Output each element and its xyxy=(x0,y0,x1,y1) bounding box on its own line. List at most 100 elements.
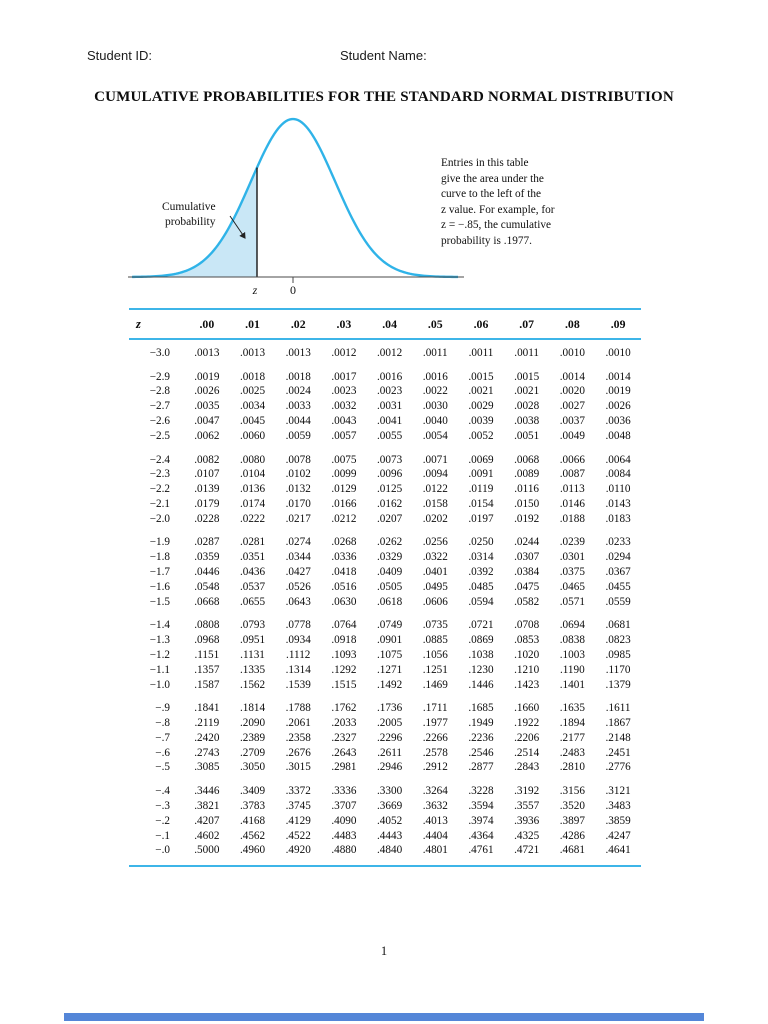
probability-cell: .0104 xyxy=(239,468,266,481)
probability-cell: .4052 xyxy=(377,814,403,827)
probability-cell: .5000 xyxy=(194,844,220,857)
probability-cell: .0020 xyxy=(559,385,585,398)
probability-cell: .2611 xyxy=(377,746,402,759)
probability-cell: .0048 xyxy=(605,429,631,442)
probability-cell: .3446 xyxy=(194,785,220,798)
probability-cell: .0096 xyxy=(377,468,403,481)
probability-cell: .1056 xyxy=(422,648,448,661)
table-row: −1.2 .1151 .1131 .1112 .1093 .1075 .1056 .1038.… xyxy=(129,648,641,663)
probability-cell: .3594 xyxy=(468,799,494,812)
probability-cell: .0183 xyxy=(605,512,631,525)
value-column-header: .00 xyxy=(199,317,215,331)
probability-cell: .3372 xyxy=(285,785,311,798)
probability-cell: .0392 xyxy=(468,566,494,579)
probability-cell: .0618 xyxy=(377,595,403,608)
z-value-cell: −.6 xyxy=(155,746,170,759)
probability-cell: .0170 xyxy=(285,497,311,510)
probability-cell: .0066 xyxy=(559,453,585,466)
z-value-cell: −1.7 xyxy=(149,566,170,579)
probability-cell: .4247 xyxy=(605,829,631,842)
probability-cell: .0010 xyxy=(559,346,585,359)
probability-cell: .0075 xyxy=(331,453,357,466)
table-row: −2.8 .0026 .0025 .0024 .0023 .0023 .0022 .0021.… xyxy=(129,385,641,400)
probability-cell: .1423 xyxy=(514,678,540,691)
probability-cell: .4129 xyxy=(285,814,311,827)
table-row: −1.6 .0548 .0537 .0526 .0516 .0505 .0495 .0485.… xyxy=(129,580,641,595)
z-value-cell: −2.6 xyxy=(149,415,170,428)
probability-cell: .0853 xyxy=(514,634,540,647)
z-table: z .00 .01 .02 .03 .04 .05 .06 .07 .08 .09 −3.0 .001… xyxy=(129,308,641,868)
probability-cell: .2776 xyxy=(605,761,631,774)
probability-cell: .1949 xyxy=(468,717,494,730)
probability-cell: .0668 xyxy=(194,595,220,608)
probability-cell: .0228 xyxy=(194,512,220,525)
z-value-cell: −.0 xyxy=(155,844,170,857)
probability-cell: .1446 xyxy=(468,678,494,691)
probability-cell: .0301 xyxy=(559,551,585,564)
probability-cell: .0212 xyxy=(331,512,357,525)
probability-cell: .0537 xyxy=(239,580,266,593)
probability-cell: .0150 xyxy=(514,497,540,510)
probability-cell: .4641 xyxy=(605,844,631,857)
probability-cell: .1736 xyxy=(377,702,403,715)
probability-cell: .0029 xyxy=(468,400,494,413)
probability-cell: .0239 xyxy=(559,536,585,549)
probability-cell: .0064 xyxy=(605,453,631,466)
probability-cell: .0436 xyxy=(239,566,266,579)
probability-cell: .0217 xyxy=(285,512,311,525)
z-value-cell: −.1 xyxy=(155,829,170,842)
probability-cell: .1894 xyxy=(559,717,585,730)
table-row: −3.0 .0013 .0013 .0013 .0012 .0012 .0011 .0011.… xyxy=(129,346,641,361)
probability-cell: .2514 xyxy=(514,746,540,759)
value-column-header: .02 xyxy=(290,317,306,331)
probability-cell: .0749 xyxy=(377,619,403,632)
table-row: −.6 .2743 .2709 .2676 .2643 .2611 .2578 .2546 .2… xyxy=(129,746,641,761)
probability-cell: .4761 xyxy=(468,844,494,857)
probability-cell: .0985 xyxy=(605,648,631,661)
probability-cell: .0256 xyxy=(422,536,448,549)
probability-cell: .0735 xyxy=(422,619,448,632)
probability-cell: .3156 xyxy=(559,785,585,798)
probability-cell: .4920 xyxy=(285,844,311,857)
probability-cell: .0055 xyxy=(377,429,403,442)
z-table-body: −3.0 .0013 .0013 .0013 .0012 .0012 .0011 .0011.… xyxy=(129,339,641,866)
probability-cell: .0125 xyxy=(377,483,403,496)
probability-cell: .0113 xyxy=(559,483,585,496)
z-value-cell: −2.9 xyxy=(149,370,170,383)
probability-cell: .2946 xyxy=(377,761,403,774)
probability-cell: .0322 xyxy=(422,551,448,564)
table-row: −2.4 .0082 .0080 .0078 .0075 .0073 .0071 .0069.… xyxy=(129,453,641,468)
probability-cell: .0526 xyxy=(285,580,311,593)
probability-cell: .0314 xyxy=(468,551,494,564)
probability-cell: .0016 xyxy=(377,370,403,383)
probability-cell: .1292 xyxy=(331,663,357,676)
probability-cell: .0951 xyxy=(239,634,266,647)
probability-cell: .0039 xyxy=(468,415,494,428)
probability-cell: .0268 xyxy=(331,536,357,549)
footer-bar xyxy=(64,1013,704,1021)
probability-cell: .0119 xyxy=(468,483,494,496)
zero-label: 0 xyxy=(290,283,296,297)
probability-cell: .2877 xyxy=(468,761,494,774)
z-value-cell: −2.8 xyxy=(149,385,170,398)
z-value-cell: −.9 xyxy=(155,702,170,715)
probability-cell: .0089 xyxy=(514,468,540,481)
probability-cell: .3745 xyxy=(285,799,311,812)
probability-cell: .2327 xyxy=(331,731,357,744)
probability-cell: .0102 xyxy=(285,468,311,481)
z-value-cell: −2.1 xyxy=(149,497,170,510)
probability-cell: .3015 xyxy=(285,761,311,774)
probability-cell: .0274 xyxy=(285,536,311,549)
probability-cell: .4721 xyxy=(514,844,540,857)
probability-cell: .1112 xyxy=(286,648,311,661)
probability-cell: .1075 xyxy=(377,648,403,661)
probability-cell: .0068 xyxy=(514,453,540,466)
probability-cell: .2266 xyxy=(422,731,448,744)
probability-cell: .1611 xyxy=(605,702,631,715)
probability-cell: .0174 xyxy=(239,497,266,510)
probability-cell: .0582 xyxy=(514,595,540,608)
probability-cell: .3707 xyxy=(331,799,357,812)
probability-cell: .0014 xyxy=(605,370,631,383)
table-row: −1.3 .0968 .0951 .0934 .0918 .0901 .0885 .0869.… xyxy=(129,633,641,648)
probability-cell: .4840 xyxy=(377,844,403,857)
